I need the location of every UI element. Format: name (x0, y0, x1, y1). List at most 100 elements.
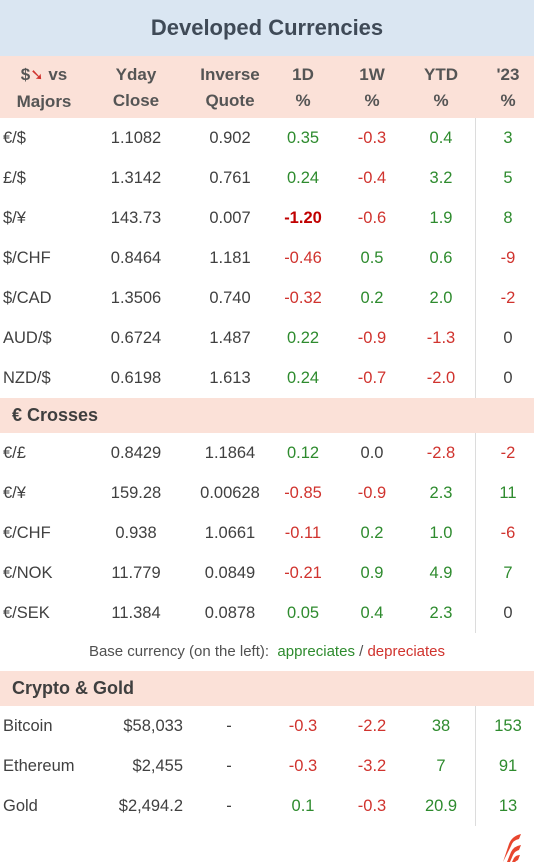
one-week-cell: -3.2 (357, 757, 387, 775)
pair-cell: $/CHF (3, 249, 51, 267)
pair-cell: €/$ (3, 129, 26, 147)
close-cell: $58,033 (123, 717, 183, 735)
one-day-header: 1D % (292, 65, 314, 110)
column-separator (475, 198, 476, 238)
close-cell: 1.3506 (110, 289, 162, 307)
column-separator (475, 746, 476, 786)
one-week-cell: -0.3 (357, 129, 387, 147)
note-prefix: Base currency (on the left): (88, 643, 270, 660)
ytd-cell: 0.4 (429, 129, 453, 147)
ytd-cell: 1.9 (429, 209, 453, 227)
one-week-cell: 0.9 (360, 564, 384, 582)
one-day-cell: -0.46 (284, 249, 322, 267)
ytd-header: YTD % (424, 65, 458, 110)
crosses-block: €/£ 0.8429 1.1864 0.12 0.0 -2.8 -2 €/¥ 159.28 0.0… (0, 433, 534, 633)
column-separator (475, 513, 476, 553)
one-day-cell: -0.3 (288, 717, 318, 735)
one-day-cell: 0.12 (286, 444, 320, 462)
table-row: $/CAD 1.3506 0.740 -0.32 0.2 2.0 -2 (0, 278, 534, 318)
pair-cell: £/$ (3, 169, 26, 187)
ytd-cell: 1.0 (429, 524, 453, 542)
y23-cell: 0 (503, 369, 513, 387)
table-row: €/$ 1.1082 0.902 0.35 -0.3 0.4 3 (0, 118, 534, 158)
one-day-cell: 0.35 (286, 129, 320, 147)
pair-cell: Ethereum (3, 757, 75, 775)
page-title: Developed Currencies (0, 0, 534, 56)
table-row: $/¥ 143.73 0.007 -1.20 -0.6 1.9 8 (0, 198, 534, 238)
inverse-cell: - (226, 797, 232, 815)
y23-cell: -6 (500, 524, 516, 542)
one-week-cell: 0.2 (360, 524, 384, 542)
one-week-cell: -0.6 (357, 209, 387, 227)
close-cell: 0.8464 (110, 249, 162, 267)
pair-cell: €/NOK (3, 564, 53, 582)
column-separator (475, 318, 476, 358)
close-cell: 11.779 (111, 564, 161, 582)
column-separator (475, 433, 476, 473)
one-day-cell: -0.32 (284, 289, 322, 307)
ytd-cell: 2.3 (429, 484, 453, 502)
red-down-arrow-icon: ➘ (30, 67, 44, 84)
y23-cell: 153 (494, 717, 522, 735)
inverse-cell: 1.487 (209, 329, 251, 347)
inverse-cell: 0.00628 (200, 484, 260, 502)
ytd-cell: -1.3 (426, 329, 456, 347)
table-row: €/SEK 11.384 0.0878 0.05 0.4 2.3 0 (0, 593, 534, 633)
ytd-cell: 3.2 (429, 169, 453, 187)
pair-cell: €/£ (3, 444, 26, 462)
one-week-cell: -0.3 (357, 797, 387, 815)
ytd-cell: -2.8 (426, 444, 456, 462)
one-week-cell: 0.2 (360, 289, 384, 307)
table-row: Gold $2,494.2 - 0.1 -0.3 20.9 13 (0, 786, 534, 826)
one-day-cell: -0.11 (284, 524, 322, 542)
y23-cell: -2 (500, 444, 516, 462)
inverse-quote-header: Inverse Quote (200, 65, 260, 110)
one-day-cell: 0.24 (286, 169, 320, 187)
pair-cell: Gold (3, 797, 38, 815)
one-week-cell: 0.4 (360, 604, 384, 622)
yday-close-header: Yday Close (112, 65, 160, 110)
y23-cell: 0 (503, 604, 513, 622)
close-cell: 143.73 (110, 209, 162, 227)
table-row: €/£ 0.8429 1.1864 0.12 0.0 -2.8 -2 (0, 433, 534, 473)
inverse-cell: 0.007 (209, 209, 251, 227)
one-week-cell: -0.7 (357, 369, 387, 387)
pair-suffix: vs Majors (16, 65, 72, 111)
one-day-cell: 0.22 (286, 329, 320, 347)
column-separator (475, 238, 476, 278)
ytd-cell: 0.6 (429, 249, 453, 267)
close-cell: 0.6198 (110, 369, 162, 387)
close-cell: 1.3142 (110, 169, 162, 187)
ytd-cell: -2.0 (426, 369, 456, 387)
crypto-section-title: Crypto & Gold (0, 671, 534, 706)
note-depreciates: depreciates (367, 643, 446, 660)
column-separator (475, 786, 476, 826)
pair-cell: Bitcoin (3, 717, 53, 735)
inverse-cell: 0.902 (209, 129, 251, 147)
crosses-section-title: € Crosses (0, 398, 534, 433)
close-cell: 159.28 (110, 484, 162, 502)
column-separator (475, 158, 476, 198)
one-week-cell: -0.4 (357, 169, 387, 187)
pair-cell: AUD/$ (3, 329, 52, 347)
one-week-cell: -0.9 (357, 484, 387, 502)
one-day-cell: 0.1 (291, 797, 315, 815)
one-day-cell: -0.85 (284, 484, 322, 502)
y23-cell: -2 (500, 289, 516, 307)
y23-cell: 91 (498, 757, 518, 775)
table-row: Bitcoin $58,033 - -0.3 -2.2 38 153 (0, 706, 534, 746)
ytd-cell: 20.9 (424, 797, 458, 815)
one-day-cell: -0.3 (288, 757, 318, 775)
majors-block: €/$ 1.1082 0.902 0.35 -0.3 0.4 3 £/$ 1.3142 0.761… (0, 118, 534, 398)
close-cell: $2,455 (132, 757, 183, 775)
one-day-cell: 0.05 (286, 604, 320, 622)
pair-cell: $/¥ (3, 209, 26, 227)
y23-cell: 11 (499, 484, 517, 502)
y23-cell: 3 (503, 129, 513, 147)
pair-cell: €/CHF (3, 524, 51, 542)
close-cell: 0.938 (115, 524, 157, 542)
pair-cell: €/¥ (3, 484, 26, 502)
table-row: €/CHF 0.938 1.0661 -0.11 0.2 1.0 -6 (0, 513, 534, 553)
y23-cell: -9 (500, 249, 516, 267)
ytd-cell: 7 (436, 757, 446, 775)
